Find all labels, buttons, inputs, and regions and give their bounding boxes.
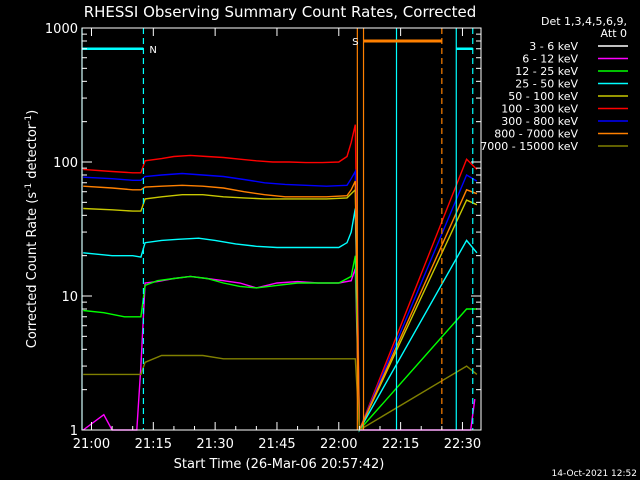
y-axis-label: Corrected Count Rate (s-1 detector-1) — [24, 110, 40, 348]
series-line-2 — [82, 268, 476, 431]
legend-entry-5: 50 - 100 keV — [508, 90, 578, 103]
y-tick-label-1: 1 — [70, 424, 78, 439]
series-line-8 — [83, 180, 478, 431]
x-tick-label-7: 22:30 — [444, 437, 481, 452]
series-line-9 — [83, 354, 478, 432]
x-tick-label-5: 22:00 — [320, 437, 357, 452]
legend-entry-3: 12 - 25 keV — [515, 65, 578, 78]
chart-title: RHESSI Observing Summary Count Rates, Co… — [84, 3, 477, 21]
y-tick-label-4: 1000 — [45, 22, 78, 37]
axes: 21:00 21:15 21:30 21:45 22:00 22:15 22:30 1 10 10… — [45, 22, 481, 452]
legend-header-line-2: Att 0 — [601, 27, 627, 40]
night-flag-label: N — [149, 45, 156, 56]
y-tick-label-3: 100 — [53, 156, 78, 171]
x-axis-label: Start Time (26-Mar-06 20:57:42) — [174, 457, 385, 472]
x-tick-label-2: 21:15 — [135, 437, 172, 452]
legend-entry-2: 6 - 12 keV — [522, 53, 578, 66]
y-tick-label-2: 10 — [61, 290, 78, 305]
x-tick-label-4: 21:45 — [258, 437, 295, 452]
x-tick-label-1: 21:00 — [73, 437, 110, 452]
series-line-6 — [83, 124, 478, 431]
series-line-3 — [83, 255, 477, 432]
legend-header-line-1: Det 1,3,4,5,6,9, — [541, 15, 627, 28]
series-line-7 — [83, 168, 478, 431]
saa-flag-label: S — [352, 37, 358, 48]
legend-entry-7: 300 - 800 keV — [501, 115, 578, 128]
timestamp: 14-Oct-2021 12:52 — [552, 469, 637, 479]
legend-entry-6: 100 - 300 keV — [501, 103, 578, 116]
plot-frame — [81, 27, 482, 431]
series-line-4 — [83, 208, 478, 433]
x-tick-label-6: 22:15 — [382, 437, 419, 452]
legend-entry-4: 25 - 50 keV — [515, 78, 578, 91]
x-tick-label-3: 21:30 — [196, 437, 233, 452]
legend-entry-9: 7000 - 15000 keV — [480, 140, 578, 153]
legend-entry-8: 800 - 7000 keV — [494, 128, 578, 141]
legend-entry-1: 3 - 6 keV — [529, 40, 578, 53]
